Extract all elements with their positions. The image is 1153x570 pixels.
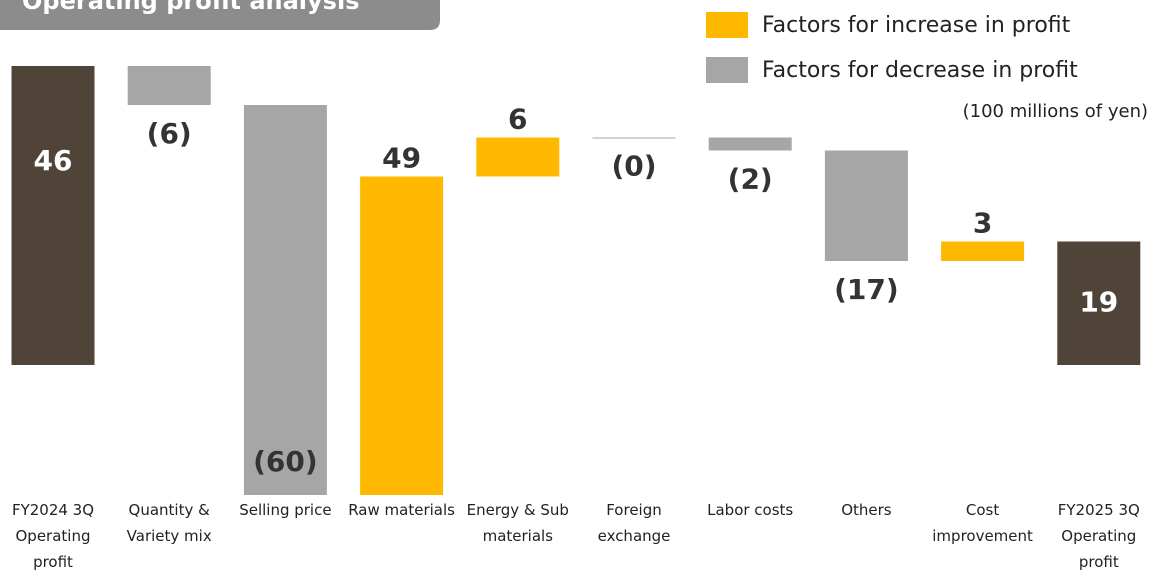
legend-label: Factors for increase in profit [762,13,1071,38]
value-label: 19 [1079,285,1118,318]
x-tick-label: FY2024 3Q Operating profit [11,501,95,570]
x-tick-label: Raw materials [348,501,455,519]
value-label: (2) [728,163,773,196]
bar [476,137,560,177]
value-label: (6) [147,117,192,150]
x-tick-label: Others [841,501,892,519]
bar [11,66,95,365]
bar [824,150,908,261]
x-tick-label: Foreign exchange [597,501,671,545]
bar [941,241,1025,261]
value-label: 46 [34,144,73,177]
bar [708,137,792,151]
bar [360,176,444,495]
x-tick-label: Selling price [239,501,332,519]
legend-swatch [706,57,748,83]
bar [1057,241,1141,365]
x-tick-label: FY2025 3Q Operating profit [1057,501,1140,570]
value-label: 3 [973,207,992,240]
value-label: (17) [834,273,899,306]
legend-label: Factors for decrease in profit [762,58,1078,83]
value-label: 6 [508,103,527,136]
unit-note: (100 millions of yen) [963,101,1148,122]
value-label: 49 [382,142,421,175]
value-label: (0) [611,150,656,183]
bar [243,105,327,495]
x-tick-label: Energy & Sub materials [466,501,569,545]
bar [592,137,676,139]
x-tick-label: Cost improvement [932,501,1033,545]
x-tick-label: Quantity & Variety mix [126,501,212,545]
chart-title: Operating profit analysis [22,0,359,15]
legend-swatch [706,12,748,38]
title-box [0,0,440,30]
value-label: (60) [253,445,318,478]
bar [127,66,211,105]
x-tick-label: Labor costs [707,501,794,519]
